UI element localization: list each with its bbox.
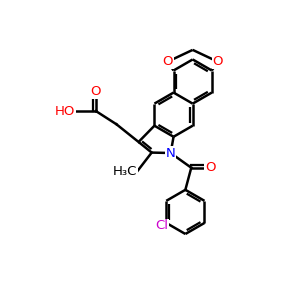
Text: N: N bbox=[166, 146, 175, 160]
Text: Cl: Cl bbox=[155, 219, 168, 232]
Text: H₃C: H₃C bbox=[112, 165, 137, 178]
Text: HO: HO bbox=[55, 104, 75, 118]
Text: O: O bbox=[212, 55, 223, 68]
Text: O: O bbox=[91, 85, 101, 98]
Text: O: O bbox=[205, 161, 216, 174]
Text: O: O bbox=[162, 55, 173, 68]
